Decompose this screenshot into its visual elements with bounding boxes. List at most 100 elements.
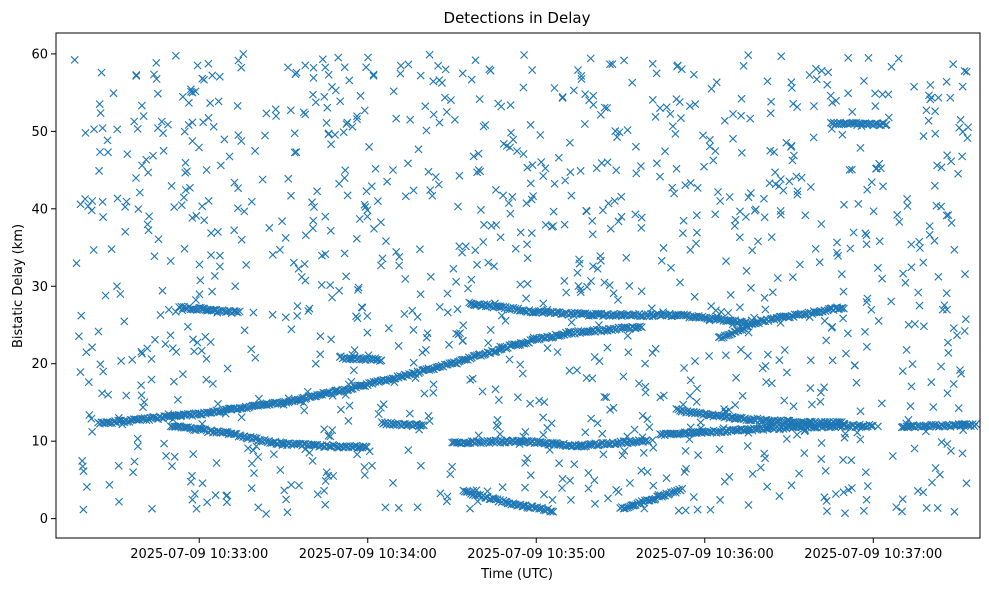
data-point [190,489,199,498]
data-point [705,135,714,144]
data-point [543,344,552,353]
data-point [625,281,634,290]
data-point [817,66,826,75]
data-point [656,393,665,402]
data-point [425,50,434,59]
data-point [776,210,785,219]
data-point [949,60,958,69]
data-point [143,344,152,353]
data-point [284,394,293,403]
data-point [173,395,182,404]
data-point [932,201,941,210]
data-point [947,157,956,166]
data-point [657,256,666,265]
data-point [345,401,354,410]
data-point [477,302,486,311]
data-point [281,233,290,242]
data-point [326,226,335,235]
data-point [631,210,640,219]
data-point [308,224,317,233]
data-point [924,116,933,125]
data-point [334,387,343,396]
data-point [247,197,256,206]
data-point [598,429,607,438]
data-point [463,439,472,448]
data-point [383,177,392,186]
data-point [521,483,529,492]
data-point [638,411,647,420]
data-point [573,268,582,277]
data-point [716,495,725,504]
data-point [667,263,675,272]
data-point [394,341,403,350]
data-point [728,320,737,329]
data-point [179,193,188,202]
data-point [821,466,830,475]
data-point [320,486,329,495]
data-point [72,259,81,268]
data-point [181,158,190,167]
data-point [698,427,706,436]
data-point [681,446,690,455]
data-point [898,507,906,516]
y-tick-label: 30 [31,280,48,295]
data-point [215,262,224,271]
data-point [930,236,939,245]
data-point [603,343,612,352]
data-point [133,442,142,451]
data-point [560,220,569,229]
data-point [189,450,198,459]
data-point [586,54,595,63]
data-point [937,163,946,172]
data-point [369,71,378,80]
data-point [389,420,398,429]
data-point [191,296,200,304]
data-point [583,282,592,291]
data-point [117,356,126,365]
data-point [223,491,232,500]
data-point [771,168,780,177]
data-point [643,415,652,424]
data-point [776,318,785,327]
data-point [788,273,797,282]
data-point [937,362,946,371]
data-point [892,503,901,512]
data-point [591,499,599,508]
data-point [679,216,688,225]
data-point [448,462,457,471]
data-point [158,286,167,295]
data-point [743,442,752,450]
data-point [168,462,176,471]
data-point [606,224,615,233]
data-point [378,254,387,263]
data-point [926,81,935,89]
data-point [222,498,231,507]
data-point [943,338,952,347]
data-point [746,283,755,292]
data-point [81,195,90,203]
data-point [99,367,108,376]
data-point [805,71,814,79]
data-point [160,439,169,448]
data-point [833,238,841,247]
data-point [342,120,351,129]
data-point [585,96,594,105]
data-point [166,331,175,340]
data-point [429,380,438,389]
data-point [216,161,225,170]
data-point [290,129,299,138]
data-point [300,260,309,268]
data-point [452,329,461,338]
data-point [919,322,928,331]
data-point [389,478,397,487]
data-point [265,223,274,232]
data-point [171,307,180,316]
data-point [648,59,657,68]
data-point [464,284,472,293]
data-point [763,77,772,86]
data-point [187,87,195,96]
data-point [678,229,687,238]
data-point [460,355,469,364]
data-point [705,352,714,360]
data-point [287,480,296,489]
